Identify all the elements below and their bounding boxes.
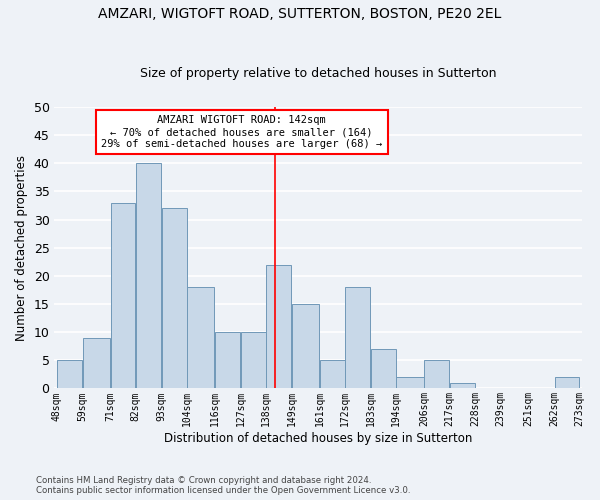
Bar	[187, 287, 214, 388]
Bar	[424, 360, 449, 388]
Bar	[110, 202, 136, 388]
Bar	[136, 164, 161, 388]
Bar	[241, 332, 266, 388]
Text: AMZARI, WIGTOFT ROAD, SUTTERTON, BOSTON, PE20 2EL: AMZARI, WIGTOFT ROAD, SUTTERTON, BOSTON,…	[98, 8, 502, 22]
Bar	[83, 338, 110, 388]
Bar	[397, 377, 424, 388]
Bar	[450, 383, 475, 388]
Bar	[215, 332, 240, 388]
Bar	[292, 304, 319, 388]
Bar	[371, 349, 396, 389]
Title: Size of property relative to detached houses in Sutterton: Size of property relative to detached ho…	[140, 66, 496, 80]
Bar	[161, 208, 187, 388]
Bar	[346, 287, 370, 388]
Bar	[57, 360, 82, 388]
Bar	[320, 360, 344, 388]
Y-axis label: Number of detached properties: Number of detached properties	[15, 154, 28, 340]
Bar	[554, 377, 580, 388]
Text: Contains HM Land Registry data © Crown copyright and database right 2024.
Contai: Contains HM Land Registry data © Crown c…	[36, 476, 410, 495]
X-axis label: Distribution of detached houses by size in Sutterton: Distribution of detached houses by size …	[164, 432, 472, 445]
Bar	[266, 264, 291, 388]
Text: AMZARI WIGTOFT ROAD: 142sqm
← 70% of detached houses are smaller (164)
29% of se: AMZARI WIGTOFT ROAD: 142sqm ← 70% of det…	[101, 116, 382, 148]
